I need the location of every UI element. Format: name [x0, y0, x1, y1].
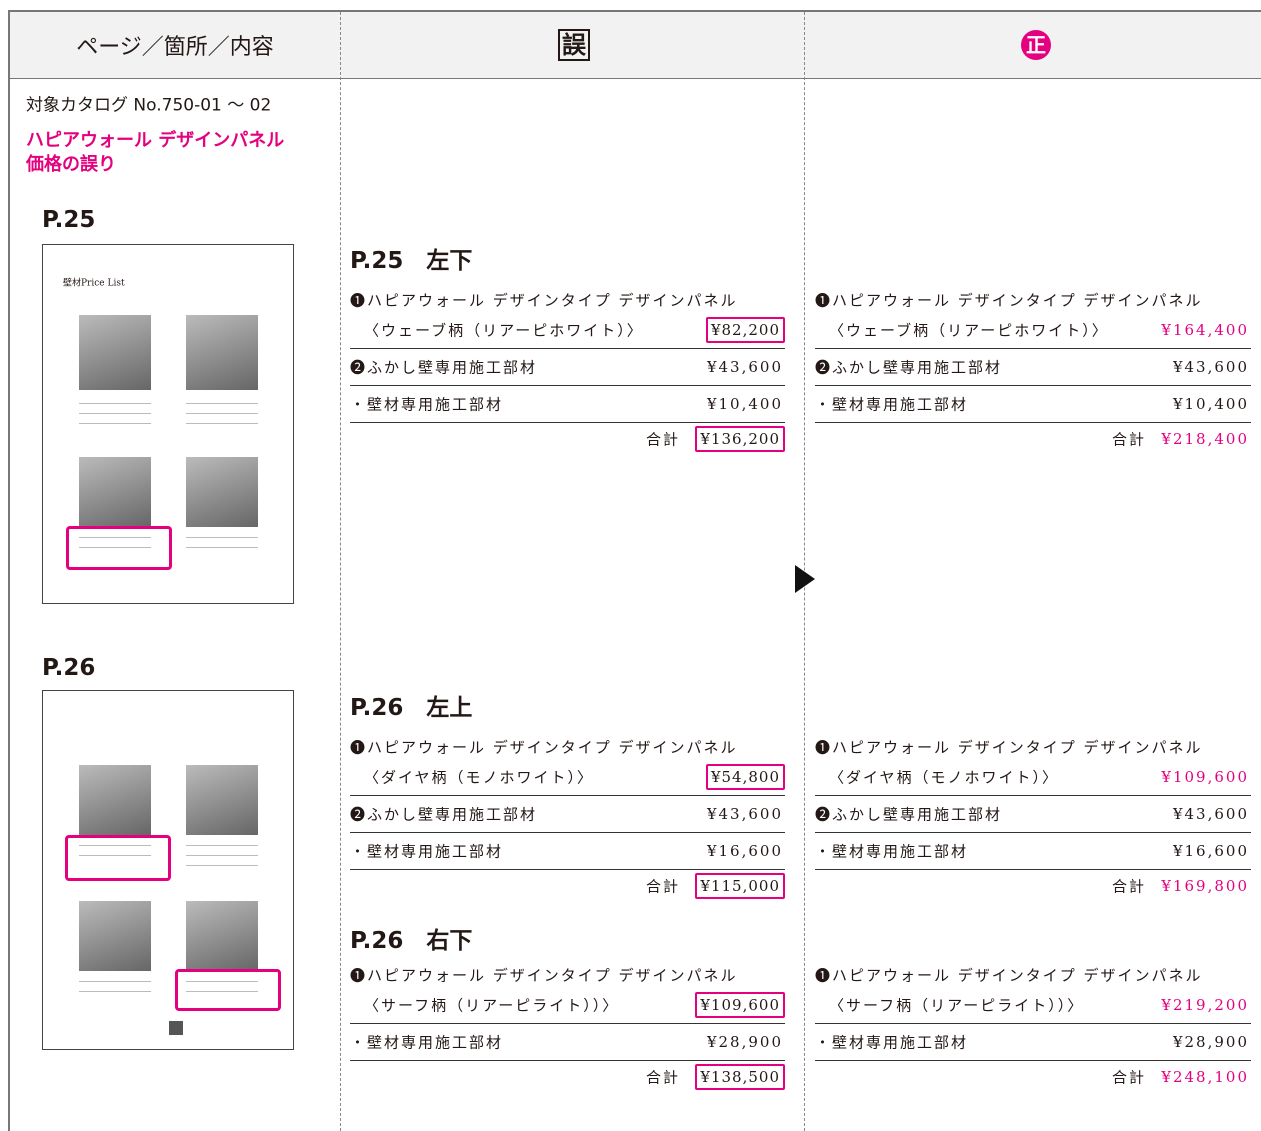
photo [186, 457, 258, 527]
row-rule [350, 385, 785, 386]
item-label: ❶ハピアウォール デザインタイプ デザインパネル [815, 738, 1203, 757]
total-price: ¥248,100 [1161, 1068, 1249, 1086]
item-price: ¥43,600 [706, 805, 783, 823]
qr-code [169, 1021, 183, 1035]
item-price: ¥16,600 [1172, 842, 1249, 860]
total-label: 合計 [1111, 877, 1146, 896]
row-rule [350, 348, 785, 349]
row-rule [350, 1060, 785, 1061]
page-label: P.26 [42, 655, 96, 681]
item-price: ¥219,200 [1161, 996, 1249, 1014]
item-price: ¥54,800 [705, 764, 785, 790]
page-thumbnail [42, 690, 294, 1050]
item-sub: 〈ダイヤ柄（モノホワイト）〉 [364, 768, 595, 787]
total-label: 合計 [1111, 430, 1146, 449]
item-price: ¥43,600 [706, 358, 783, 376]
item-label: ❷ふかし壁専用施工部材 [815, 358, 1003, 377]
divider [340, 12, 341, 1131]
item-label: ❶ハピアウォール デザインタイプ デザインパネル [815, 291, 1203, 310]
catalog: 対象カタログ No.750-01 ～ 02 [26, 95, 272, 116]
item-label: ❶ハピアウォール デザインタイプ デザインパネル [350, 291, 738, 310]
total-price: ¥138,500 [695, 1064, 785, 1090]
item-sub: 〈ウェーブ柄（リアーピホワイト）〉 [829, 321, 1109, 340]
subject: 価格の誤り [26, 154, 116, 175]
row-rule [350, 422, 785, 423]
photo [79, 315, 151, 390]
item-sub: 〈サーフ柄（リアーピライト））〉 [829, 996, 1085, 1015]
item-label: ・壁材専用施工部材 [350, 395, 504, 414]
item-label: ・壁材専用施工部材 [815, 395, 969, 414]
item-price: ¥10,400 [706, 395, 783, 413]
item-label: ❶ハピアウォール デザインタイプ デザインパネル [815, 966, 1203, 985]
header-label: ページ／箇所／内容 [76, 35, 274, 60]
photo [186, 765, 258, 835]
page-thumbnail: 壁材Price List [42, 244, 294, 604]
photo [186, 901, 258, 971]
row-rule [815, 422, 1251, 423]
item-label: ・壁材専用施工部材 [350, 842, 504, 861]
photo [79, 901, 151, 971]
arrow [795, 565, 815, 593]
item-price: ¥43,600 [1172, 358, 1249, 376]
item-label: ・壁材専用施工部材 [350, 1033, 504, 1052]
total-price: ¥218,400 [1161, 430, 1249, 448]
row-rule [815, 1060, 1251, 1061]
highlight [65, 835, 171, 881]
item-price: ¥109,600 [695, 992, 785, 1018]
item-sub: 〈ダイヤ柄（モノホワイト）〉 [829, 768, 1060, 787]
header-label: 誤 [558, 29, 590, 61]
row-rule [815, 832, 1251, 833]
header-bg [8, 10, 1261, 79]
item-price: ¥164,400 [1161, 321, 1249, 339]
section-heading: P.25 左下 [350, 248, 473, 274]
section-heading: P.26 右下 [350, 928, 473, 954]
row-rule [815, 348, 1251, 349]
row-rule [815, 869, 1251, 870]
total-label: 合計 [645, 877, 680, 896]
row-rule [815, 1023, 1251, 1024]
highlight [66, 526, 172, 570]
row-rule [350, 795, 785, 796]
item-label: ❶ハピアウォール デザインタイプ デザインパネル [350, 966, 738, 985]
header-label: 正 [1021, 30, 1051, 60]
item-price: ¥16,600 [706, 842, 783, 860]
item-price: ¥28,900 [706, 1033, 783, 1051]
item-label: ❶ハピアウォール デザインタイプ デザインパネル [350, 738, 738, 757]
item-label: ・壁材専用施工部材 [815, 842, 969, 861]
photo [186, 315, 258, 390]
total-label: 合計 [1111, 1068, 1146, 1087]
photo [79, 765, 151, 835]
item-price: ¥82,200 [705, 317, 785, 343]
item-price: ¥28,900 [1172, 1033, 1249, 1051]
row-rule [350, 869, 785, 870]
row-rule [350, 1023, 785, 1024]
total-label: 合計 [645, 430, 680, 449]
item-price: ¥109,600 [1161, 768, 1249, 786]
highlight [175, 969, 281, 1011]
row-rule [815, 795, 1251, 796]
subject: ハピアウォール デザインパネル [26, 130, 285, 151]
item-sub: 〈サーフ柄（リアーピライト））〉 [364, 996, 620, 1015]
total-price: ¥115,000 [695, 873, 785, 899]
item-price: ¥10,400 [1172, 395, 1249, 413]
item-sub: 〈ウェーブ柄（リアーピホワイト）〉 [364, 321, 644, 340]
photo [79, 457, 151, 527]
item-label: ❷ふかし壁専用施工部材 [815, 805, 1003, 824]
item-label: ❷ふかし壁専用施工部材 [350, 358, 538, 377]
total-price: ¥169,800 [1161, 877, 1249, 895]
section-heading: P.26 左上 [350, 695, 473, 721]
row-rule [815, 385, 1251, 386]
item-label: ・壁材専用施工部材 [815, 1033, 969, 1052]
total-label: 合計 [645, 1068, 680, 1087]
left-border [8, 10, 10, 1131]
thumb-title: 壁材Price List [63, 278, 125, 289]
row-rule [350, 832, 785, 833]
page-label: P.25 [42, 207, 96, 233]
item-label: ❷ふかし壁専用施工部材 [350, 805, 538, 824]
item-price: ¥43,600 [1172, 805, 1249, 823]
total-price: ¥136,200 [695, 426, 785, 452]
